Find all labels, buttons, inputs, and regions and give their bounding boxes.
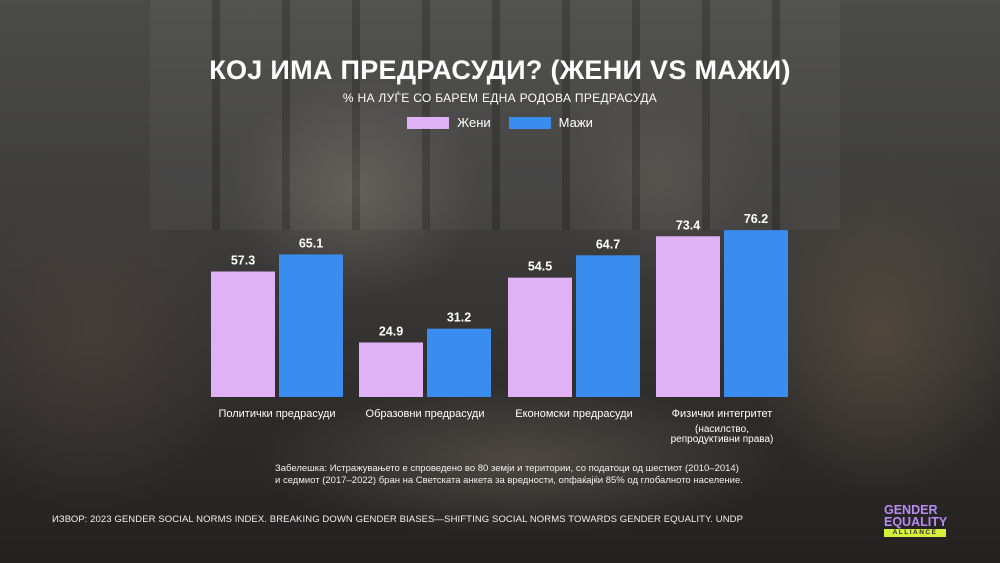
category-label-3-line-0: Физички интегритет	[672, 408, 773, 420]
legend-item-men: Мажи	[508, 115, 593, 130]
data-label-women-1: 24.9	[379, 324, 403, 338]
source-line: ИЗВОР: 2023 GENDER SOCIAL NORMS INDEX. B…	[52, 514, 744, 525]
data-label-women-0: 57.3	[231, 254, 255, 268]
chart-legend: Жени Мажи	[0, 115, 1000, 130]
data-label-women-2: 54.5	[528, 260, 552, 274]
chart-title: КОЈ ИМА ПРЕДРАСУДИ? (ЖЕНИ VS МАЖИ)	[209, 55, 791, 85]
bar-men-0	[279, 254, 343, 397]
bar-women-1	[359, 342, 423, 397]
legend-label-women: Жени	[457, 115, 491, 130]
legend-swatch-women	[407, 116, 450, 129]
category-label-2-line-0: Економски предрасуди	[515, 408, 632, 420]
bar-women-2	[508, 277, 572, 397]
logo-line-2: EQUALITY	[884, 515, 948, 529]
data-label-women-3: 73.4	[676, 218, 700, 232]
footnote: Забелешка: Истражувањето е спроведено во…	[275, 463, 743, 486]
bar-men-2	[576, 255, 640, 397]
data-label-men-2: 64.7	[596, 237, 620, 251]
logo-line-3: ALLIANCE	[884, 529, 946, 537]
logo-line-1: GENDER	[884, 503, 938, 517]
bar-women-3	[656, 236, 720, 397]
bar-women-0	[211, 271, 275, 397]
category-label-0-line-0: Политички предрасуди	[218, 408, 335, 420]
data-label-men-1: 31.2	[447, 311, 471, 325]
category-label-3-line-2: репродуктивни права)	[671, 434, 774, 445]
gender-equality-alliance-logo: GENDER EQUALITY ALLIANCE	[884, 503, 948, 537]
legend-item-women: Жени	[407, 115, 491, 130]
bar-men-3	[724, 230, 788, 397]
category-label-1-line-0: Образовни предрасуди	[366, 408, 485, 420]
legend-label-men: Мажи	[558, 115, 593, 130]
bar-men-1	[427, 328, 491, 397]
category-label-3-line-1: (насилство,	[695, 424, 749, 435]
legend-swatch-men	[508, 116, 551, 129]
data-label-men-0: 65.1	[299, 236, 323, 250]
data-label-men-3: 76.2	[744, 212, 768, 226]
chart-subtitle: % НА ЛУЃЕ СО БАРЕМ ЕДНА РОДОВА ПРЕДРАСУД…	[342, 91, 658, 105]
